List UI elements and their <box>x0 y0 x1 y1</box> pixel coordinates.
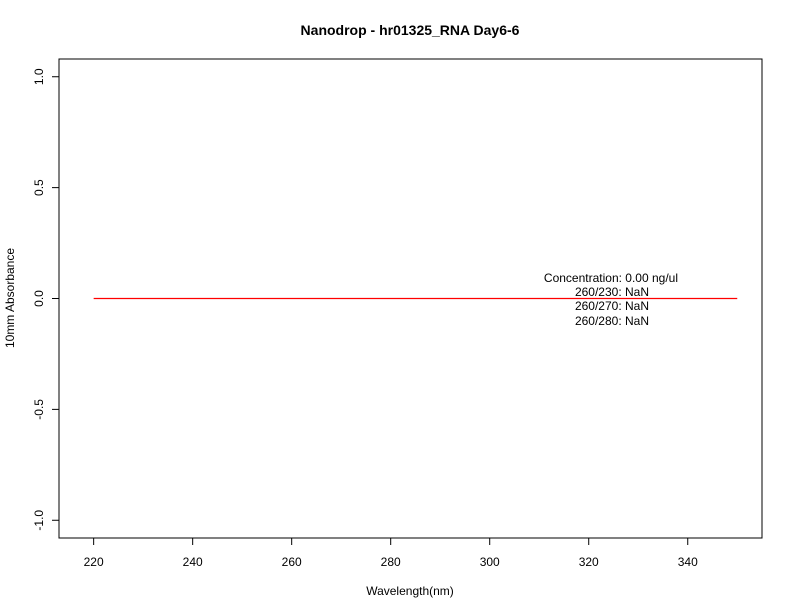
chart-title: Nanodrop - hr01325_RNA Day6-6 <box>301 22 520 38</box>
annotation-block: Concentration: 0.00 ng/ul 260/230: NaN 2… <box>544 271 678 328</box>
x-tick-label: 320 <box>579 555 599 569</box>
y-tick-label: 1.0 <box>32 68 46 85</box>
y-axis: -1.0 -0.5 0.0 0.5 1.0 <box>32 68 60 531</box>
y-tick-label: -0.5 <box>32 399 46 420</box>
x-tick-label: 220 <box>84 555 104 569</box>
annotation-260-280: 260/280: NaN <box>575 314 649 328</box>
annotation-260-270: 260/270: NaN <box>575 299 649 313</box>
y-tick-label: -1.0 <box>32 510 46 531</box>
y-tick-label: 0.0 <box>32 290 46 307</box>
x-tick-label: 300 <box>480 555 500 569</box>
x-tick-label: 280 <box>381 555 401 569</box>
annotation-concentration: Concentration: 0.00 ng/ul <box>544 271 678 285</box>
x-axis: 220 240 260 280 300 320 340 <box>84 537 698 569</box>
x-tick-label: 340 <box>678 555 698 569</box>
x-tick-label: 260 <box>282 555 302 569</box>
y-axis-title: 10mm Absorbance <box>3 248 17 348</box>
annotation-260-230: 260/230: NaN <box>575 285 649 299</box>
x-axis-title: Wavelength(nm) <box>366 584 454 598</box>
x-tick-label: 240 <box>183 555 203 569</box>
y-tick-label: 0.5 <box>32 179 46 196</box>
